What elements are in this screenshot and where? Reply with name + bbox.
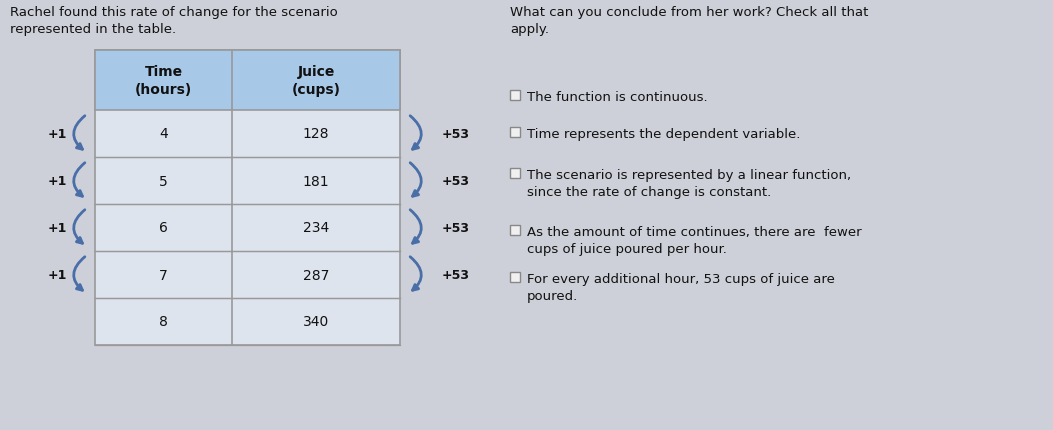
Bar (510, 272, 520, 283)
Text: For every additional hour, 53 cups of juice are
poured.: For every additional hour, 53 cups of ju… (526, 272, 835, 302)
Text: +1: +1 (47, 128, 66, 141)
Text: Juice
(cups): Juice (cups) (292, 65, 340, 96)
Text: +1: +1 (47, 221, 66, 234)
Bar (510, 225, 520, 236)
Text: Time represents the dependent variable.: Time represents the dependent variable. (526, 128, 800, 141)
Text: 8: 8 (159, 315, 168, 329)
Text: The scenario is represented by a linear function,
since the rate of change is co: The scenario is represented by a linear … (526, 169, 851, 199)
Bar (95, 51, 400, 111)
Text: 128: 128 (303, 127, 330, 141)
Bar (510, 128, 520, 138)
Text: Time
(hours): Time (hours) (135, 65, 193, 96)
Text: Rachel found this rate of change for the scenario
represented in the table.: Rachel found this rate of change for the… (9, 6, 338, 36)
Text: +1: +1 (47, 175, 66, 187)
Text: +53: +53 (442, 221, 470, 234)
Text: 6: 6 (159, 221, 168, 235)
Text: +53: +53 (442, 175, 470, 187)
Bar (510, 91, 520, 101)
Bar (95, 51, 400, 345)
Text: As the amount of time continues, there are  fewer
cups of juice poured per hour.: As the amount of time continues, there a… (526, 225, 861, 255)
Bar (510, 169, 520, 178)
Text: The function is continuous.: The function is continuous. (526, 91, 708, 104)
Text: 7: 7 (159, 268, 168, 282)
Text: 181: 181 (303, 174, 330, 188)
Text: 234: 234 (303, 221, 330, 235)
Text: +53: +53 (442, 268, 470, 281)
Text: 5: 5 (159, 174, 168, 188)
Text: +1: +1 (47, 268, 66, 281)
Text: 340: 340 (303, 315, 330, 329)
Text: 287: 287 (303, 268, 330, 282)
Text: What can you conclude from her work? Check all that
apply.: What can you conclude from her work? Che… (510, 6, 869, 36)
Text: +53: +53 (442, 128, 470, 141)
Text: 4: 4 (159, 127, 168, 141)
